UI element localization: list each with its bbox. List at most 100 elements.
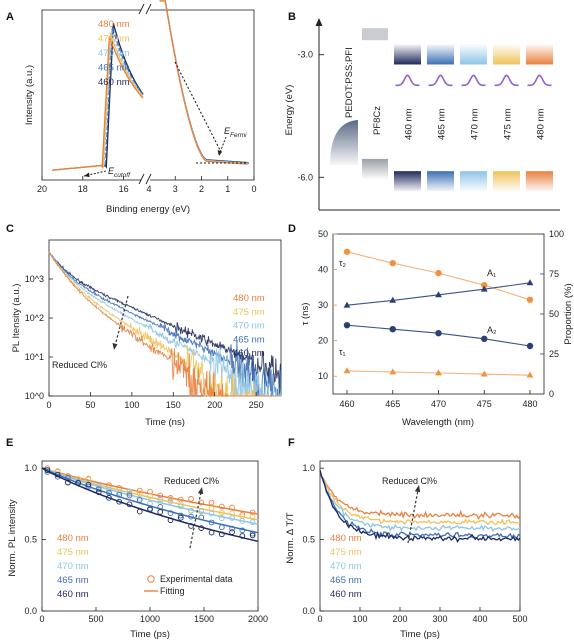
e-data-480nm xyxy=(218,503,225,510)
e-data-480nm xyxy=(136,487,143,494)
panel-label-d: D xyxy=(288,223,296,235)
legend-experimental-marker xyxy=(147,575,155,583)
e-data-470nm xyxy=(167,498,174,505)
panel-a-ylabel: Intensity (a.u.) xyxy=(24,65,35,125)
a-xtick-left-label: 18 xyxy=(78,184,88,194)
panel-a-ups: 20 18 16 4 3 2 1 0 Binding energy (eV) Intensit… xyxy=(24,0,257,215)
a-xtick-right-label: 3 xyxy=(173,184,178,194)
d-point-τ2 xyxy=(481,282,488,289)
e-data-475nm xyxy=(167,496,174,502)
d-ytick-left-label: 10 xyxy=(318,371,328,381)
d-ytick-left-label: 50 xyxy=(318,229,328,239)
e-data-470nm xyxy=(229,515,235,521)
e-data-470nm xyxy=(116,489,123,496)
e-ytick-label: 1.0 xyxy=(24,463,37,473)
d-point-τ1 xyxy=(389,368,397,375)
a-legend-465nm: 465 nm xyxy=(98,63,130,74)
e-data-480nm xyxy=(188,496,194,502)
c-ytick-label: 10^3 xyxy=(25,274,44,284)
panel-label-b: B xyxy=(288,11,296,23)
panel-d-lifetimes: 460 465 470 475 480 10 20 30 40 50 0 25 50 75 100 Wave… xyxy=(300,229,574,428)
e-data-470nm xyxy=(106,486,112,493)
e-annotation: Reduced Cl% xyxy=(164,476,219,486)
b-layer-label-pedot: PEDOT:PSS:PFI xyxy=(344,47,355,118)
e-xtick-label: 1500 xyxy=(194,614,214,624)
panel-f-ta: 0 100 200 300 400 500 0.0 0.5 1.0 Time (ps) Norm… xyxy=(285,460,528,640)
c-decay-460nm xyxy=(48,252,282,397)
e-data-460nm xyxy=(218,531,225,538)
f-xtick-label: 100 xyxy=(352,614,367,624)
f-xtick-label: 0 xyxy=(317,614,322,624)
e-data-460nm xyxy=(177,514,184,521)
b-ytick-label: -6.0 xyxy=(297,172,313,182)
b-cb-480nm xyxy=(526,44,553,65)
e-data-470nm xyxy=(157,496,164,502)
e-data-470nm xyxy=(188,507,194,514)
a-cutoff-curve-460nm xyxy=(52,23,144,171)
f-trace-470nm xyxy=(319,470,521,533)
panel-f-ylabel: Norm. Δ T/T xyxy=(285,512,296,563)
e-data-465nm xyxy=(218,524,225,531)
a-xtick-right-label: 4 xyxy=(146,184,151,194)
e-data-465nm xyxy=(188,513,194,520)
e-data-460nm xyxy=(167,517,174,524)
c-ytick-label: 10^1 xyxy=(25,352,44,362)
b-ytick-label: -3.0 xyxy=(297,50,313,60)
a-legend-460nm: 460 nm xyxy=(98,77,130,88)
e-data-465nm xyxy=(116,492,123,498)
b-layer-label-pf8cz: PF8Cz xyxy=(372,106,383,135)
d-point-A1 xyxy=(480,285,488,292)
panel-a-frame xyxy=(41,9,255,181)
e-data-465nm xyxy=(136,497,143,503)
e-ytick-label: 0.5 xyxy=(24,535,37,545)
e-data-460nm xyxy=(106,494,112,501)
e-data-460nm xyxy=(239,533,246,539)
e-data-460nm xyxy=(147,506,153,513)
e-data-460nm xyxy=(85,481,92,488)
label-tau2: τ₂ xyxy=(339,258,347,268)
e-data-480nm xyxy=(229,504,235,511)
e-data-470nm xyxy=(218,515,225,522)
d-point-A2 xyxy=(435,330,442,337)
e-data-460nm xyxy=(188,523,194,529)
d-ytick-right-label: 0 xyxy=(549,389,554,399)
e-data-465nm xyxy=(177,512,184,519)
e-legend-470nm: 470 nm xyxy=(57,561,89,572)
f-xtick-label: 300 xyxy=(432,614,447,624)
panel-c-xlabel: Time (ns) xyxy=(145,417,185,428)
b-emission-480nm xyxy=(527,74,552,87)
c-decay-470nm xyxy=(48,251,282,398)
b-layer-label-465nm: 465 nm xyxy=(437,108,448,140)
e-data-460nm xyxy=(65,479,71,486)
c-ytick-label: 10^2 xyxy=(25,313,44,323)
e-xtick-label: 2000 xyxy=(248,614,268,624)
e-data-465nm xyxy=(229,525,235,532)
legend-fitting-label: Fitting xyxy=(160,586,185,596)
e-trend-arrow xyxy=(189,491,202,549)
panel-d-ylabel-right: Proportion (%) xyxy=(563,283,574,344)
e-data-470nm xyxy=(249,519,256,526)
b-emission-475nm xyxy=(494,74,519,87)
e-legend-460nm: 460 nm xyxy=(57,589,89,600)
c-legend-465nm: 465 nm xyxy=(233,334,265,345)
e-data-460nm xyxy=(229,529,235,535)
e-data-460nm xyxy=(157,509,164,515)
e-ytick-label: 0.0 xyxy=(24,606,37,616)
f-ytick-label: 1.0 xyxy=(302,463,315,473)
b-vb-470nm xyxy=(460,171,487,192)
b-layer-label-475nm: 475 nm xyxy=(503,108,514,140)
legend-experimental-label: Experimental data xyxy=(160,574,233,584)
d-point-τ2 xyxy=(343,248,351,255)
f-xtick-label: 500 xyxy=(512,614,527,624)
panel-a-xlabel: Binding energy (eV) xyxy=(106,204,190,215)
a-legend-475nm: 475 nm xyxy=(98,34,130,45)
f-ytick-label: 0.0 xyxy=(302,606,315,616)
panel-d-ylabel-left: τ (ns) xyxy=(300,303,311,326)
c-legend-480nm: 480 nm xyxy=(233,293,265,304)
a-valence-curve-480nm xyxy=(159,0,248,165)
d-point-τ1 xyxy=(526,371,534,378)
panel-f-frame xyxy=(319,460,521,612)
e-data-475nm xyxy=(218,509,225,516)
a-legend-480nm: 480 nm xyxy=(98,19,130,30)
panel-label-e: E xyxy=(6,437,13,449)
